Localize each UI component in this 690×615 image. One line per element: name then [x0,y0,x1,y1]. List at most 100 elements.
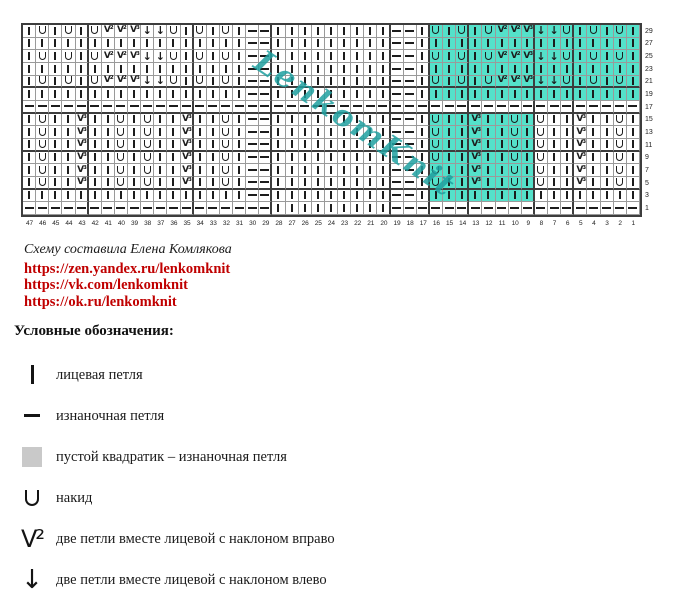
chart-cell [36,151,50,165]
chart-cell [141,126,155,139]
column-number: 10 [511,220,519,227]
chart-cell [495,202,509,215]
chart-cell [167,75,181,89]
chart-cell [508,189,522,203]
row-number: 7 [645,166,649,174]
chart-cell [246,138,260,152]
chart-cell [193,126,207,139]
chart-cell [128,164,142,177]
chart-cell [390,37,404,51]
chart-cell [259,37,273,51]
column-number: 6 [565,220,570,227]
chart-cell [508,25,522,38]
chart-cell [298,100,312,114]
column-number: 28 [275,220,283,227]
chart-cell [75,138,89,152]
chart-cell [443,126,457,139]
column-number: 27 [288,220,296,227]
chart-cell [49,37,63,51]
column-number: 44 [65,220,73,227]
chart-cell [456,88,470,101]
chart-cell [390,189,404,203]
chart-cell [482,100,496,114]
chart-cell [469,100,483,114]
chart-cell [193,75,207,89]
chart-cell [128,113,142,127]
chart-cell [548,50,562,63]
column-number: 42 [91,220,99,227]
chart-cell [141,164,155,177]
chart-cell [429,202,443,215]
chart-cell [482,176,496,190]
chart-cell [246,75,260,89]
chart-cell [62,189,76,203]
chart-cell [613,202,627,215]
chart-cell [377,138,391,152]
legend-symbol-u-icon [14,490,50,506]
chart-cell [233,151,247,165]
chart-cell [561,138,575,152]
chart-cell [482,189,496,203]
chart-cell [324,189,338,203]
chart-cell [154,138,168,152]
chart-cell [626,100,640,114]
chart-cell [298,37,312,51]
chart-cell [534,75,548,89]
chart-cell [338,75,352,89]
chart-cell [482,113,496,127]
chart-cell [534,88,548,101]
chart-cell [338,25,352,38]
chart-cell [324,50,338,63]
chart-cell [298,164,312,177]
chart-cell [626,25,640,38]
chart-cell [298,75,312,89]
chart-cell [521,176,535,190]
chart-cell [154,37,168,51]
column-number: 20 [380,220,388,227]
legend-item: две петли вместе лицевой с наклоном влев… [14,559,534,600]
chart-cell [75,75,89,89]
chart-cell [206,88,220,101]
chart-cell [101,62,115,76]
column-number: 16 [432,220,441,227]
chart-cell [443,202,457,215]
chart-cell [49,113,63,127]
column-number: 40 [117,220,126,227]
chart-cell [75,126,89,139]
chart-cell [167,50,181,63]
chart-cell [49,202,63,215]
legend-label: накид [56,489,93,506]
column-number: 15 [445,220,454,227]
column-number: 24 [327,220,336,227]
chart-cell [324,25,338,38]
chart-cell [311,50,325,63]
chart-cell [613,100,627,114]
chart-cell [574,62,588,76]
chart-cell [600,50,614,63]
chart-cell [390,25,404,38]
chart-cell [75,50,89,63]
chart-cell [403,189,417,203]
chart-cell [508,75,522,89]
chart-cell [521,25,535,38]
chart-cell [521,202,535,215]
chart-cell [246,202,260,215]
chart-cell [574,126,588,139]
chart-cell [548,189,562,203]
chart-cell [311,75,325,89]
chart-cell [285,37,299,51]
chart-cell [403,138,417,152]
chart-cell [206,164,220,177]
chart-cell [23,37,37,51]
link-vk[interactable]: https://vk.com/lenkomknit [24,277,188,294]
chart-cell [75,151,89,165]
row-number: 27 [645,40,653,48]
chart-cell [443,50,457,63]
chart-cell [429,37,443,51]
column-number: 26 [301,220,309,227]
chart-cell [521,100,535,114]
link-zen[interactable]: https://zen.yandex.ru/lenkomknit [24,261,231,277]
chart-cell [626,62,640,76]
chart-cell [338,100,352,114]
link-ok[interactable]: https://ok.ru/lenkomknit [24,293,177,310]
